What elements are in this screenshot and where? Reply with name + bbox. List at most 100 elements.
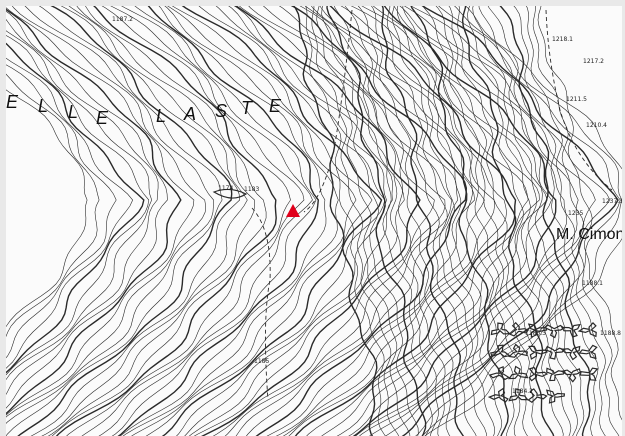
contour-line xyxy=(193,0,405,436)
location-marker-icon[interactable] xyxy=(286,204,300,217)
contour-line xyxy=(316,0,411,436)
spot-height: 1187.2 xyxy=(112,16,133,23)
contour-line xyxy=(0,31,150,382)
contour-line xyxy=(212,188,248,199)
contour-line xyxy=(537,0,625,426)
toponym-letter: S xyxy=(215,101,228,121)
spot-height: 1210.4 xyxy=(586,122,607,129)
contour-line xyxy=(288,0,507,436)
contour-line xyxy=(355,0,567,436)
toponym-letter: L xyxy=(156,106,167,126)
contour-line xyxy=(294,0,517,436)
contour-line xyxy=(306,0,529,436)
contour-line xyxy=(332,0,433,436)
contour-line xyxy=(421,0,623,436)
contour-line xyxy=(369,0,596,436)
contour-line xyxy=(430,0,523,436)
contour-line xyxy=(117,0,320,436)
contour-line xyxy=(17,0,233,436)
contour-line xyxy=(545,9,613,191)
spot-height: 1237.1 xyxy=(602,198,623,205)
contour-line xyxy=(527,323,548,338)
contour-line xyxy=(545,389,566,404)
frame-right xyxy=(622,0,625,436)
toponym-letter: E xyxy=(96,108,109,128)
contour-line xyxy=(55,0,277,436)
contour-line xyxy=(235,0,452,436)
contour-line xyxy=(326,0,427,436)
contour-line xyxy=(386,0,477,436)
contour-line xyxy=(424,0,625,436)
contour-line xyxy=(391,0,487,436)
contour-line xyxy=(494,0,591,436)
contour-line xyxy=(0,12,159,404)
contour-line xyxy=(5,0,223,436)
contour-line xyxy=(145,0,373,436)
contour-line xyxy=(560,368,582,383)
contour-line xyxy=(490,322,511,336)
toponym-letter: A xyxy=(184,104,197,124)
contour-line xyxy=(212,0,435,436)
contour-line xyxy=(487,387,509,403)
contour-line xyxy=(0,6,168,414)
toponym-letter: T xyxy=(241,98,252,118)
contour-line xyxy=(224,0,446,436)
contour-line xyxy=(176,0,386,436)
contour-line xyxy=(0,61,117,365)
contour-line xyxy=(418,0,515,436)
contour-line xyxy=(0,84,88,336)
contour-line xyxy=(119,0,327,436)
contour-line xyxy=(251,207,271,401)
spot-height: 1174 xyxy=(218,185,234,192)
contour-line xyxy=(336,0,548,436)
contour-line xyxy=(30,0,241,436)
contour-line xyxy=(245,0,459,436)
contour-line xyxy=(348,0,552,436)
toponym-letter: L xyxy=(38,96,49,116)
contour-line xyxy=(488,365,511,381)
contour-line xyxy=(41,0,248,436)
contour-line xyxy=(66,0,291,436)
contour-line xyxy=(579,367,599,381)
contour-line xyxy=(0,4,182,420)
contour-line xyxy=(352,0,446,436)
contour-line xyxy=(456,0,542,436)
contour-line xyxy=(161,0,383,436)
contour-line xyxy=(444,0,530,436)
contour-line xyxy=(478,0,579,436)
contour-line xyxy=(508,388,529,402)
contour-line xyxy=(303,9,353,213)
contour-line xyxy=(528,345,548,360)
contour-line xyxy=(184,0,387,436)
contour-line xyxy=(546,367,566,382)
contour-line xyxy=(311,0,399,436)
contour-line xyxy=(560,323,581,338)
contour-line xyxy=(0,37,145,378)
summit-label: M. Cimon xyxy=(556,226,625,243)
toponym-letter: E xyxy=(6,92,19,112)
contour-line xyxy=(528,366,549,382)
spot-height: 1235 xyxy=(568,210,584,217)
contour-line xyxy=(578,344,598,360)
contour-line xyxy=(402,0,503,436)
spot-height: 1183 xyxy=(244,186,260,193)
contour-line xyxy=(81,0,305,436)
contour-line xyxy=(0,25,153,389)
contour-line xyxy=(560,345,581,361)
contour-line xyxy=(0,68,100,349)
toponym-letter: L xyxy=(68,102,79,122)
frame-top xyxy=(0,0,625,6)
contour-line xyxy=(532,0,620,436)
contour-line xyxy=(366,0,454,436)
contour-line xyxy=(188,0,393,436)
spot-height: 1185 xyxy=(254,358,270,365)
contour-line xyxy=(0,0,214,431)
contour-line xyxy=(577,322,597,338)
contour-line xyxy=(385,0,611,436)
contour-line xyxy=(508,343,528,358)
contour-line xyxy=(543,324,565,339)
contour-line xyxy=(358,0,579,436)
contour-line xyxy=(122,0,339,436)
